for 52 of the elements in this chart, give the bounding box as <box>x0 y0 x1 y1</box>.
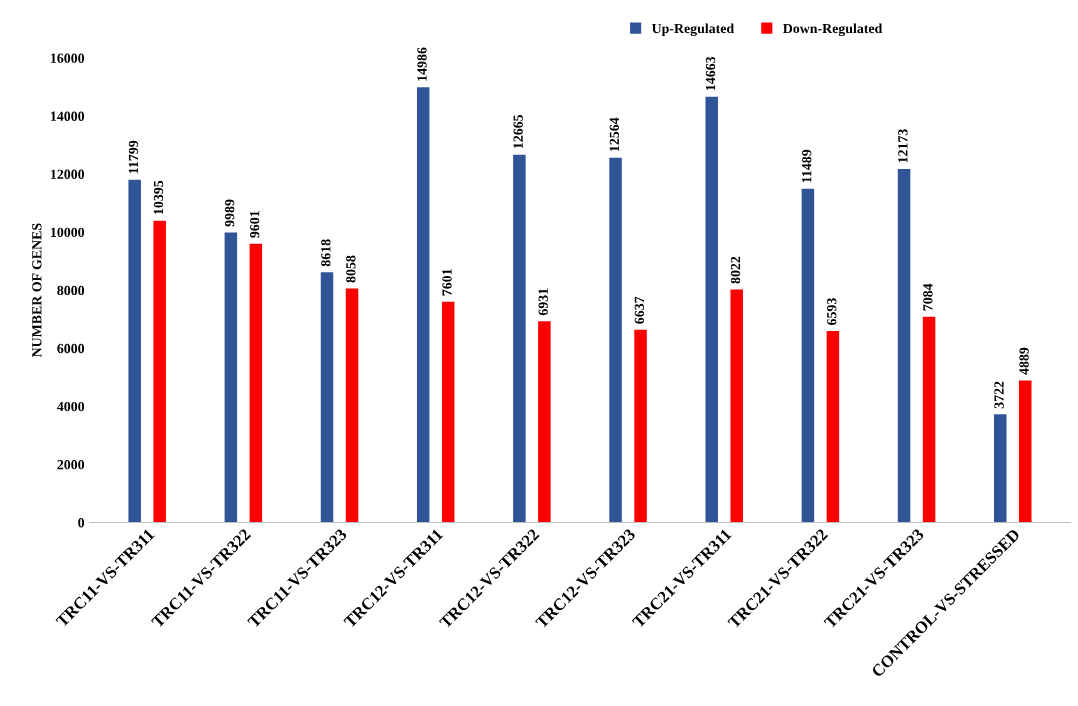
y-tick-label: 10000 <box>51 227 85 238</box>
y-tick-label: 12000 <box>51 169 85 179</box>
data-label: 12173 <box>898 129 908 163</box>
y-tick-label: 4000 <box>57 401 85 412</box>
y-tick-label: 8000 <box>57 285 85 296</box>
bar <box>922 316 936 523</box>
bar <box>513 154 526 523</box>
legend-label: Down-Regulated <box>783 23 883 37</box>
data-label: 8058 <box>346 255 356 283</box>
data-label: 11799 <box>128 140 139 174</box>
data-label: 7084 <box>923 283 933 311</box>
data-label: 14663 <box>705 56 716 91</box>
bar <box>416 87 430 523</box>
y-tick-label: 2000 <box>57 459 85 470</box>
data-label: 14986 <box>417 47 427 81</box>
bar <box>128 179 141 523</box>
bar <box>538 321 551 523</box>
data-label: 10395 <box>153 180 164 214</box>
data-label: 9601 <box>249 211 260 238</box>
data-label: 12665 <box>513 114 523 149</box>
bar <box>320 272 334 523</box>
bar <box>609 157 622 523</box>
bar <box>897 169 911 523</box>
bar <box>441 301 455 523</box>
y-tick-label: 0 <box>78 518 85 528</box>
bar <box>224 232 238 523</box>
bar <box>345 288 359 523</box>
y-axis-title: NUMBER OF GENES <box>32 223 42 358</box>
bar <box>634 329 647 523</box>
data-label: 8618 <box>321 239 331 267</box>
data-label: 8022 <box>730 256 741 284</box>
data-label: 3722 <box>994 381 1004 409</box>
legend-label: Up-Regulated <box>651 23 735 37</box>
y-tick-label: 16000 <box>51 53 85 63</box>
data-label: 12564 <box>609 117 620 151</box>
data-label: 6931 <box>538 288 548 316</box>
bar <box>826 331 840 523</box>
bar <box>1019 380 1032 523</box>
bar <box>801 188 815 523</box>
y-tick-label: 14000 <box>51 111 85 121</box>
data-label: 7601 <box>442 269 452 296</box>
data-label: 6637 <box>634 296 645 324</box>
bar <box>249 243 263 523</box>
bar <box>994 414 1007 523</box>
data-label: 6593 <box>827 298 837 325</box>
bar <box>705 96 718 523</box>
data-label: 4889 <box>1019 347 1029 375</box>
bar <box>153 220 166 523</box>
y-tick-label: 6000 <box>57 343 85 354</box>
data-label: 11489 <box>802 149 812 183</box>
bar <box>730 289 743 523</box>
data-label: 9989 <box>224 199 235 227</box>
